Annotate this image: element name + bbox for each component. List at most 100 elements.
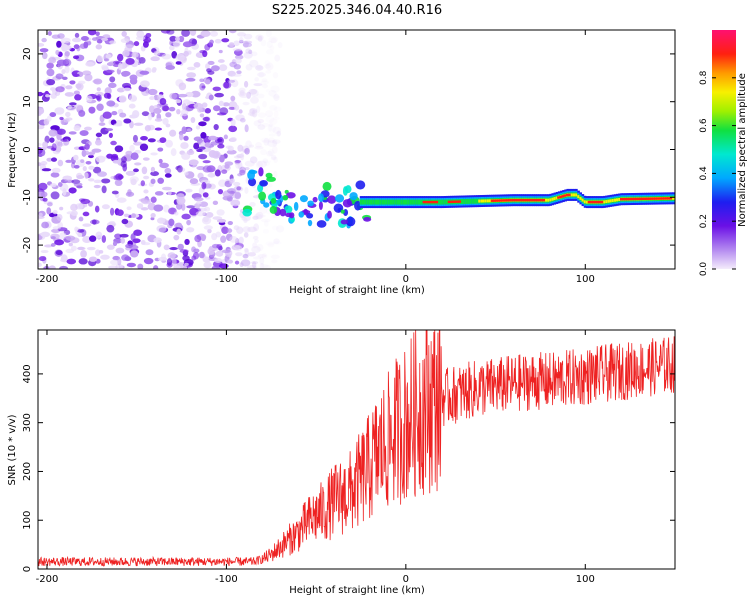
noise-blob	[80, 159, 85, 164]
noise-blob	[92, 166, 102, 174]
noise-blob	[271, 154, 277, 160]
noise-blob	[214, 257, 222, 263]
noise-blob	[143, 175, 150, 180]
noise-blob	[228, 178, 234, 185]
noise-blob	[173, 265, 181, 269]
carrier-core	[514, 198, 518, 202]
noise-blob	[249, 89, 259, 98]
noise-blob	[193, 142, 200, 150]
noise-blob	[175, 222, 182, 228]
noise-blob	[236, 226, 244, 235]
noise-blob	[243, 40, 253, 44]
noise-blob	[244, 167, 250, 171]
carrier-core	[431, 200, 434, 204]
noise-blob	[152, 265, 159, 269]
noise-blob	[191, 255, 197, 261]
noise-blob	[239, 166, 247, 174]
noise-blob	[273, 106, 282, 112]
noise-blob	[56, 213, 63, 221]
noise-blob	[106, 153, 114, 159]
noise-blob	[103, 58, 110, 62]
noise-blob	[176, 196, 186, 205]
noise-blob	[242, 253, 249, 259]
noise-blob	[160, 30, 171, 34]
noise-blob	[38, 107, 45, 115]
noise-blob	[44, 135, 50, 144]
noise-blob	[251, 245, 261, 253]
noise-blob	[260, 218, 271, 223]
noise-blob	[128, 103, 136, 109]
noise-blob	[93, 179, 102, 184]
noise-blob	[101, 235, 107, 243]
noise-blob	[249, 59, 259, 68]
noise-blob	[229, 30, 237, 34]
noise-blob	[235, 114, 245, 122]
noise-blob	[244, 147, 250, 155]
noise-blob	[261, 264, 269, 268]
noise-blob	[46, 207, 52, 215]
noise-blob	[47, 202, 53, 207]
carrier-core	[533, 198, 537, 202]
noise-blob	[260, 137, 271, 143]
colorbar-tick-label: 0.2	[699, 214, 709, 228]
carrier-band	[381, 199, 384, 205]
noise-blob	[218, 64, 228, 72]
noise-blob	[202, 165, 212, 173]
carrier-blob	[349, 192, 358, 201]
noise-blob	[65, 159, 73, 163]
noise-blob	[230, 199, 241, 207]
noise-blob	[265, 62, 274, 71]
noise-blob	[61, 44, 69, 52]
noise-blob	[46, 79, 56, 86]
noise-blob	[106, 244, 115, 250]
carrier-band	[387, 199, 391, 205]
noise-blob	[243, 232, 249, 238]
noise-blob	[40, 191, 48, 198]
noise-blob	[70, 210, 78, 216]
noise-blob	[200, 132, 207, 139]
noise-blob	[184, 262, 189, 267]
carrier-band	[583, 200, 587, 204]
snr-ytick-label: 0	[22, 566, 33, 572]
noise-blob	[266, 40, 273, 49]
carrier-band	[585, 200, 589, 204]
noise-blob	[234, 57, 242, 64]
noise-blob	[70, 245, 77, 251]
noise-blob	[247, 112, 254, 116]
noise-blob	[78, 80, 86, 85]
noise-blob	[181, 203, 186, 211]
noise-blob	[222, 102, 230, 107]
carrier-band	[415, 199, 419, 205]
noise-blob	[82, 223, 92, 227]
carrier-band	[478, 199, 481, 203]
carrier-core	[447, 200, 451, 204]
noise-blob	[212, 200, 219, 206]
noise-blob	[56, 128, 66, 135]
carrier-blob	[259, 179, 268, 187]
carrier-core	[624, 197, 627, 201]
noise-blob	[173, 234, 180, 241]
spectrogram-ytick-label: -20	[22, 237, 33, 253]
carrier-blob	[345, 216, 356, 227]
noise-blob	[188, 159, 199, 166]
noise-blob	[169, 129, 177, 137]
noise-blob	[94, 91, 104, 97]
noise-blob	[38, 182, 48, 191]
snr-frame	[37, 329, 676, 570]
carrier-band	[364, 199, 367, 205]
noise-blob	[251, 261, 259, 265]
noise-blob	[83, 203, 88, 208]
noise-blob	[221, 249, 231, 254]
noise-blob	[182, 265, 188, 269]
noise-blob	[108, 265, 119, 269]
noise-blob	[142, 41, 149, 48]
noise-blob	[243, 217, 248, 224]
carrier-core	[429, 200, 432, 204]
noise-blob	[79, 130, 89, 136]
noise-blob	[162, 117, 169, 125]
noise-blob	[253, 256, 262, 260]
noise-blob	[116, 209, 124, 216]
noise-blob	[108, 82, 117, 89]
noise-blob	[85, 95, 93, 103]
noise-blob	[183, 135, 189, 141]
